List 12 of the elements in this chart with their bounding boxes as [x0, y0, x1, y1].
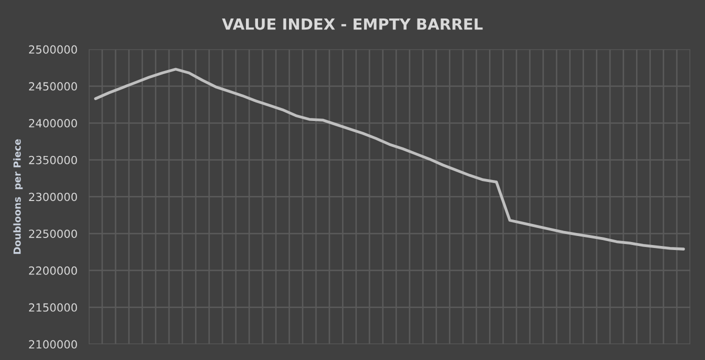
- line-series: [94, 68, 685, 250]
- y-tick-label: 2450000: [29, 82, 77, 91]
- y-tick-label: 2350000: [29, 156, 77, 164]
- y-tick-label: 2400000: [29, 119, 77, 128]
- y-tick-label: 2250000: [29, 230, 77, 238]
- y-tick-label: 2500000: [29, 45, 77, 54]
- y-tick-label: 2150000: [29, 303, 77, 312]
- y-axis-title: Doubloons per Piece: [13, 139, 23, 254]
- chart-title: VALUE INDEX - EMPTY BARREL: [222, 18, 483, 30]
- y-tick-label: 2100000: [29, 340, 77, 349]
- y-tick-label: 2200000: [29, 266, 77, 275]
- y-tick-label: 2300000: [29, 192, 77, 202]
